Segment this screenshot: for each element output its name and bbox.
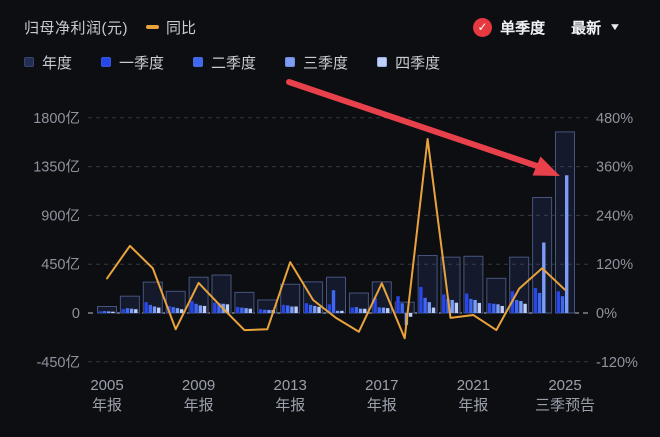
svg-text:2025: 2025 xyxy=(548,377,581,394)
single-quarter-toggle[interactable]: ✓ 单季度 xyxy=(473,17,545,38)
checked-circle-icon: ✓ xyxy=(473,17,493,37)
legend-label-q1: 一季度 xyxy=(119,54,165,72)
legend-label-q4: 四季度 xyxy=(395,54,441,72)
legend-item-q3[interactable]: 三季度 xyxy=(285,52,348,73)
svg-text:450亿: 450亿 xyxy=(41,256,80,273)
svg-text:-120%: -120% xyxy=(596,355,638,371)
yoy-legend-label: 同比 xyxy=(166,19,197,37)
svg-text:240%: 240% xyxy=(596,208,633,224)
chart-header: 归母净利润(元) 同比 ✓ 单季度 最新 ▼ xyxy=(24,14,622,40)
svg-text:1350亿: 1350亿 xyxy=(33,159,80,176)
series-legend: 年度 一季度 二季度 三季度 四季度 xyxy=(24,51,440,73)
q2-swatch-icon xyxy=(193,57,204,67)
svg-text:480%: 480% xyxy=(596,111,633,127)
legend-label-q3: 三季度 xyxy=(303,54,349,72)
svg-text:年报: 年报 xyxy=(367,397,397,414)
svg-text:2017: 2017 xyxy=(365,377,398,394)
yoy-line-swatch-icon xyxy=(146,25,159,29)
svg-text:年报: 年报 xyxy=(184,397,214,414)
svg-text:2013: 2013 xyxy=(274,377,307,394)
legend-item-q4[interactable]: 四季度 xyxy=(377,52,440,73)
q1-swatch-icon xyxy=(101,57,112,67)
legend-item-q2[interactable]: 二季度 xyxy=(193,52,256,73)
svg-text:120%: 120% xyxy=(596,257,633,273)
svg-text:0%: 0% xyxy=(596,306,617,322)
yoy-line-legend: 同比 xyxy=(146,17,196,38)
annotation-arrow-icon xyxy=(286,79,560,176)
chevron-down-icon: ▼ xyxy=(608,21,622,33)
x-axis-labels: 2005 年报 2009 年报 2013 年报 2017 年报 2021 年报 2025 三季预告 xyxy=(90,377,595,414)
svg-text:0: 0 xyxy=(72,306,80,322)
annual-bars xyxy=(97,131,575,314)
q4-swatch-icon xyxy=(377,57,388,67)
legend-item-annual[interactable]: 年度 xyxy=(24,52,72,73)
svg-text:900亿: 900亿 xyxy=(41,207,80,224)
svg-text:-450亿: -450亿 xyxy=(36,354,80,371)
svg-text:年报: 年报 xyxy=(92,397,122,414)
svg-text:三季预告: 三季预告 xyxy=(535,397,595,414)
legend-label-annual: 年度 xyxy=(42,54,73,72)
svg-text:年报: 年报 xyxy=(275,397,305,414)
svg-text:2005: 2005 xyxy=(90,377,123,394)
annual-swatch-icon xyxy=(24,57,34,67)
latest-dropdown[interactable]: 最新 ▼ xyxy=(571,17,622,38)
latest-label: 最新 xyxy=(571,19,602,37)
legend-label-q2: 二季度 xyxy=(211,54,257,72)
mode-label: 单季度 xyxy=(500,19,546,37)
svg-text:1800亿: 1800亿 xyxy=(33,110,80,127)
legend-item-q1[interactable]: 一季度 xyxy=(101,52,164,73)
q3-swatch-icon xyxy=(285,57,296,67)
chart-title: 归母净利润(元) xyxy=(24,19,128,37)
svg-text:2021: 2021 xyxy=(457,377,490,394)
svg-text:360%: 360% xyxy=(596,160,633,176)
yoy-line xyxy=(106,137,566,340)
svg-text:年报: 年报 xyxy=(458,397,488,414)
svg-text:2009: 2009 xyxy=(182,377,215,394)
